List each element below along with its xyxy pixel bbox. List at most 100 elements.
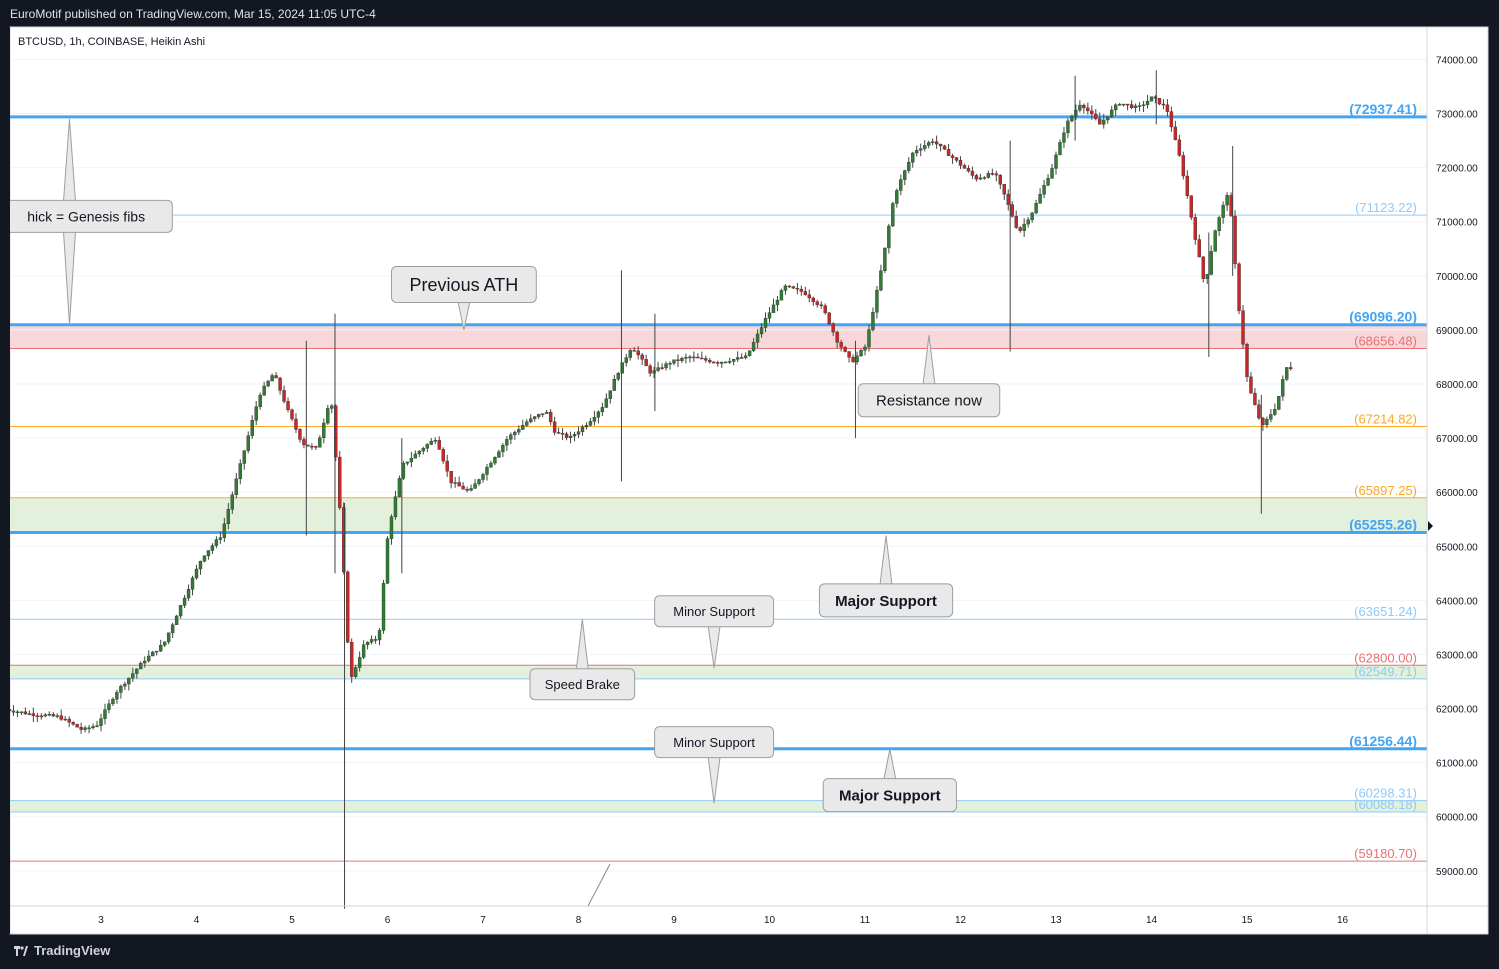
candle-body <box>771 304 776 313</box>
candle-body <box>656 367 660 371</box>
candle-body <box>1225 195 1229 206</box>
candle-body <box>958 160 963 166</box>
candle-body <box>1050 168 1054 179</box>
candle-body <box>1006 193 1010 205</box>
y-tick-label: 66000.00 <box>1436 488 1478 499</box>
candle-body <box>1054 154 1058 169</box>
candle-body <box>970 170 975 176</box>
candle-body <box>724 361 728 364</box>
candle-body <box>401 463 406 479</box>
candle-body <box>783 285 788 291</box>
candle-body <box>1078 104 1082 111</box>
callout[interactable]: Minor Support <box>654 726 775 804</box>
candle-body <box>210 545 215 551</box>
callout[interactable]: Resistance now <box>857 335 1001 418</box>
candle-body <box>469 488 473 491</box>
candle-body <box>298 429 302 440</box>
candle-body <box>533 416 537 419</box>
candle-body <box>739 357 744 359</box>
candle-body <box>393 496 398 517</box>
candle-body <box>465 489 469 491</box>
candle-body <box>1030 212 1034 220</box>
y-tick-label: 59000.00 <box>1436 867 1478 878</box>
candle-body <box>867 329 871 348</box>
candle-body <box>1185 175 1190 196</box>
candle-body <box>1217 217 1221 232</box>
candle-body <box>270 375 274 382</box>
candle-body <box>994 173 999 176</box>
candle-body <box>1038 194 1042 204</box>
candle-body <box>214 539 219 546</box>
candle-body <box>194 568 199 579</box>
candle-body <box>759 327 764 335</box>
candle-body <box>178 605 183 617</box>
candle-body <box>1121 103 1126 106</box>
candle-body <box>1062 132 1066 143</box>
callout-text: Minor Support <box>673 735 755 750</box>
candle-body <box>616 373 620 380</box>
candle-body <box>887 225 891 249</box>
candle-body <box>883 247 887 271</box>
candle-body <box>389 516 394 539</box>
callout-text: Speed Brake <box>545 677 620 692</box>
candle-body <box>310 445 314 448</box>
candle-body <box>684 357 688 359</box>
candle-body <box>847 351 851 358</box>
callout[interactable]: Previous ATH <box>391 265 537 331</box>
candle-body <box>588 421 593 426</box>
candle-body <box>895 190 899 204</box>
candle-body <box>564 433 569 438</box>
callout[interactable]: Minor Support <box>654 595 775 669</box>
callout[interactable]: Major Support <box>822 749 957 813</box>
candle-body <box>1042 185 1046 195</box>
candle-body <box>381 583 386 631</box>
candle-body <box>1137 105 1142 107</box>
candle-body <box>493 457 497 464</box>
candle-body <box>1285 367 1289 380</box>
y-tick-label: 74000.00 <box>1436 55 1478 66</box>
candle-body <box>429 440 433 445</box>
candle-body <box>369 639 374 643</box>
candle-body <box>107 703 111 710</box>
candle-body <box>871 312 875 330</box>
candle-body <box>640 354 644 360</box>
candle-body <box>1113 104 1118 111</box>
candle-body <box>1098 118 1102 125</box>
candle-body <box>592 416 597 422</box>
candle-body <box>572 434 577 437</box>
candle-body <box>620 362 624 374</box>
tradingview-brand[interactable]: TradingView <box>14 943 110 958</box>
candle-body <box>131 673 135 679</box>
candle-body <box>1257 404 1261 419</box>
candle-body <box>1090 110 1094 115</box>
candle-body <box>556 432 561 434</box>
candle-body <box>1253 392 1257 405</box>
level-label: (65897.25) <box>1354 483 1417 498</box>
candle-body <box>43 714 47 717</box>
candle-body <box>1165 104 1170 112</box>
candle-body <box>815 301 819 305</box>
callout[interactable]: Major Support <box>818 535 954 618</box>
candle-body <box>712 361 716 364</box>
candle-body <box>604 398 609 408</box>
candle-body <box>1070 115 1074 122</box>
candle-body <box>322 422 326 438</box>
candle-body <box>668 362 672 365</box>
candle-body <box>660 367 664 369</box>
price-zone <box>10 497 1427 533</box>
candle-body <box>552 421 557 433</box>
candle-body <box>938 143 943 147</box>
candle-body <box>747 350 752 356</box>
candle-body <box>63 718 67 721</box>
candle-body <box>1233 215 1237 265</box>
candle-body <box>839 342 843 348</box>
candle-body <box>334 405 338 458</box>
callout[interactable]: hick = Genesis fibs <box>0 118 173 325</box>
callout-text: Previous ATH <box>410 275 519 295</box>
candle-body <box>87 727 91 730</box>
candle-body <box>716 362 720 364</box>
callout[interactable]: Speed Brake <box>529 619 636 701</box>
candle-body <box>942 145 947 150</box>
candle-body <box>139 662 143 670</box>
